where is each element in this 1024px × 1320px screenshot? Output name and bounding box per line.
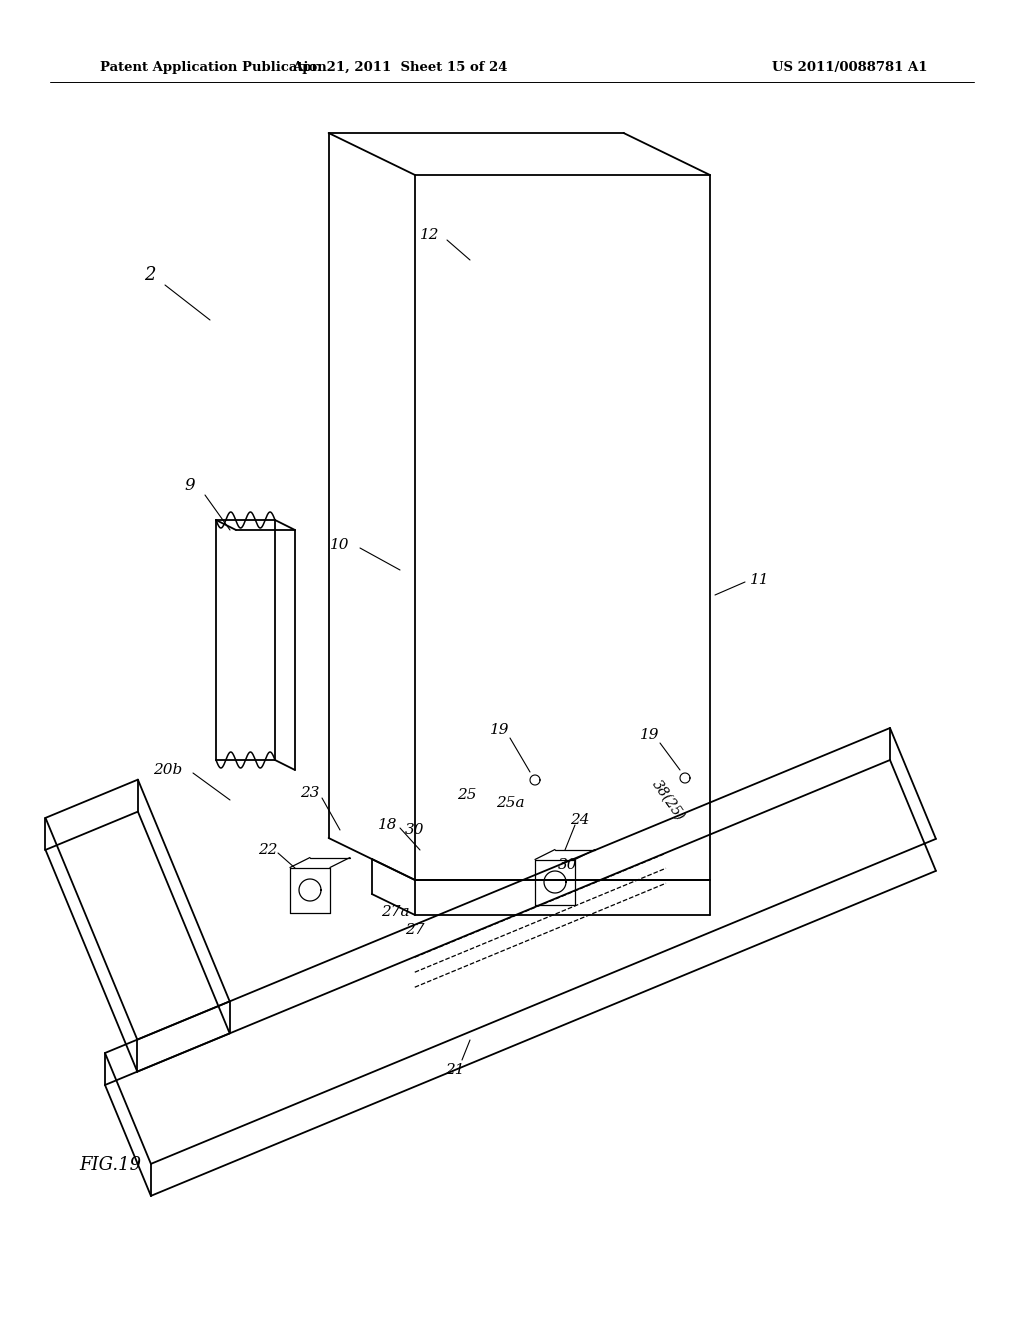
Text: 11: 11 bbox=[751, 573, 770, 587]
Text: FIG.19: FIG.19 bbox=[79, 1156, 141, 1173]
Text: 22: 22 bbox=[258, 843, 278, 857]
Text: 2: 2 bbox=[144, 267, 156, 284]
Text: 20b: 20b bbox=[154, 763, 182, 777]
Text: 19: 19 bbox=[640, 729, 659, 742]
Text: Patent Application Publication: Patent Application Publication bbox=[100, 62, 327, 74]
Text: 9: 9 bbox=[184, 477, 196, 494]
Text: 19: 19 bbox=[490, 723, 510, 737]
Text: 38(25): 38(25) bbox=[649, 777, 687, 822]
Text: 27: 27 bbox=[406, 923, 425, 937]
Text: 30: 30 bbox=[558, 858, 578, 873]
Text: Apr. 21, 2011  Sheet 15 of 24: Apr. 21, 2011 Sheet 15 of 24 bbox=[292, 62, 508, 74]
Text: 21: 21 bbox=[445, 1063, 465, 1077]
Text: 25: 25 bbox=[458, 788, 477, 803]
Text: US 2011/0088781 A1: US 2011/0088781 A1 bbox=[772, 62, 928, 74]
Text: 10: 10 bbox=[331, 539, 350, 552]
Text: 23: 23 bbox=[300, 785, 319, 800]
Text: 24: 24 bbox=[570, 813, 590, 828]
Text: 27a: 27a bbox=[381, 906, 410, 919]
Text: 30: 30 bbox=[406, 822, 425, 837]
Text: 18: 18 bbox=[378, 818, 397, 832]
Text: 25a: 25a bbox=[496, 796, 524, 810]
Text: 12: 12 bbox=[420, 228, 439, 242]
